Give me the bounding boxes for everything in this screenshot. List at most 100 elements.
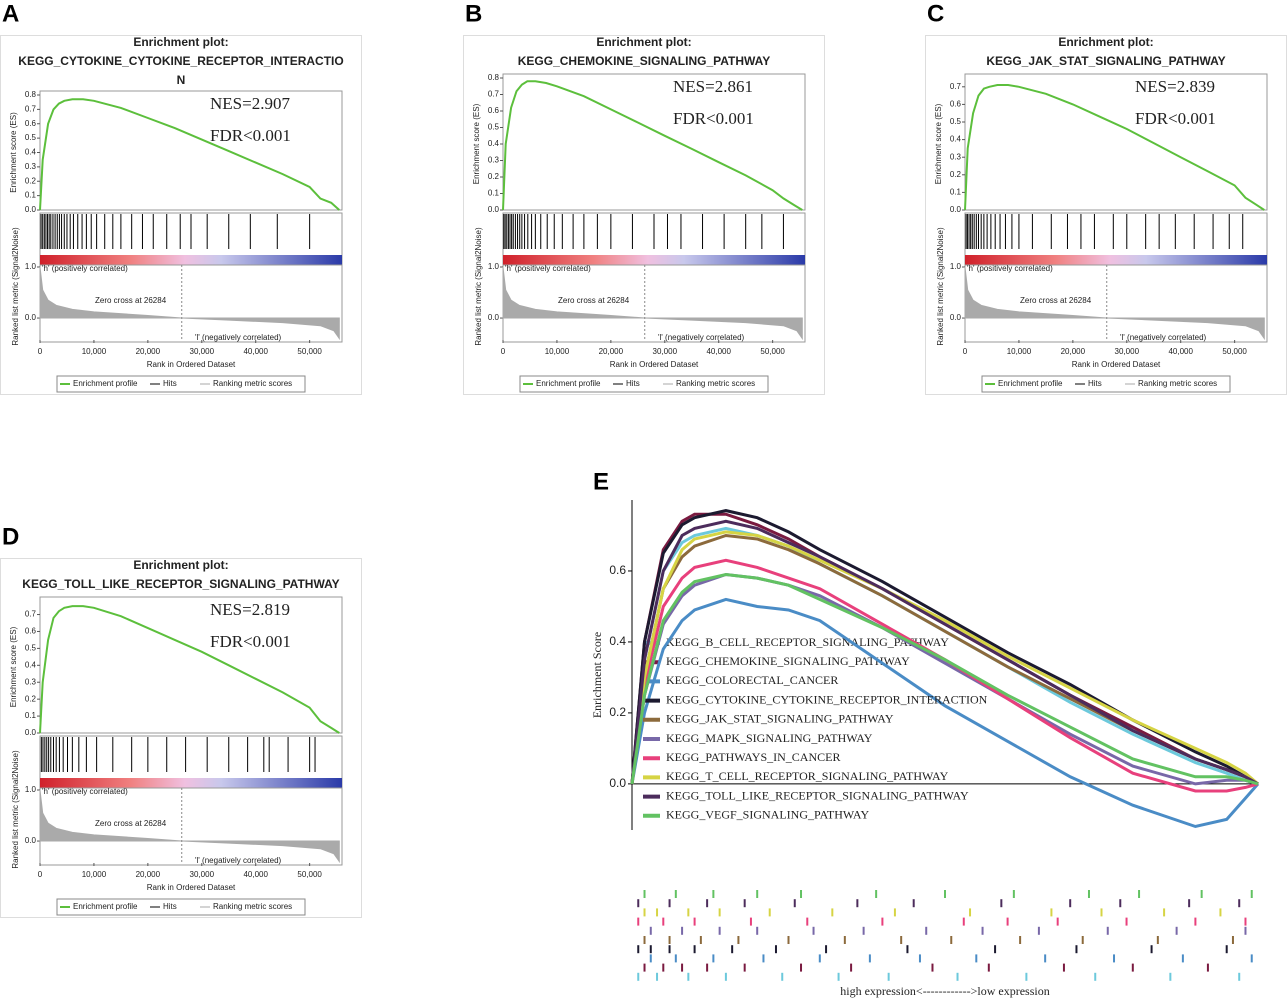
panel-letter: A	[2, 0, 19, 27]
x-tick-label: 20,000	[1061, 347, 1086, 356]
legend-box	[519, 375, 769, 393]
metric-area	[502, 266, 803, 341]
y-tick-label: 0.4	[25, 148, 37, 157]
label: 'l' (negatively correlated)	[195, 856, 282, 865]
es-curve	[39, 98, 340, 211]
annotation: FDR<0.001	[210, 126, 291, 145]
y-tick-label: 0.2	[488, 172, 500, 181]
es-curve	[502, 80, 803, 211]
es-curve	[630, 597, 1260, 829]
label: 'h' (positively correlated)	[42, 264, 128, 273]
annotation: NES=2.907	[210, 94, 290, 113]
x-label: Rank in Ordered Dataset	[610, 360, 699, 369]
title: Enrichment plot:	[133, 35, 228, 49]
es-frame	[39, 596, 343, 734]
y-tick-label: 0.8	[25, 90, 37, 99]
y-tick-label: 0.0	[950, 313, 962, 322]
color-bar	[40, 778, 342, 788]
y-tick-label: 0.4	[950, 135, 962, 144]
y-tick-label: 0.3	[25, 162, 37, 171]
y-tick-label: 0.6	[25, 627, 37, 636]
y-tick-label: 0.0	[488, 205, 500, 214]
x-tick-label: 0	[38, 870, 43, 879]
legend-label: KEGG_MAPK_SIGNALING_PATHWAY	[666, 731, 873, 745]
label: Zero cross at 26284	[1020, 296, 1092, 305]
y-label: Ranked list metric (Signal2Noise)	[474, 227, 483, 346]
y-tick-label: 0.5	[25, 643, 37, 652]
legend-label: Ranking metric scores	[676, 379, 755, 388]
y-tick-label: 0.7	[488, 90, 500, 99]
x-tick-label: 40,000	[1168, 347, 1193, 356]
y-tick-label: 0.0	[25, 313, 37, 322]
y-tick-label: 0.0	[950, 205, 962, 214]
y-label: Ranked list metric (Signal2Noise)	[936, 227, 945, 346]
x-tick-label: 20,000	[136, 870, 161, 879]
title: KEGG_CYTOKINE_CYTOKINE_RECEPTOR_INTERACT…	[18, 54, 343, 68]
panel-letter: D	[2, 523, 19, 550]
y-tick-label: 0.0	[488, 313, 500, 322]
annotation: FDR<0.001	[1135, 109, 1216, 128]
y-tick-label: 0.5	[488, 123, 500, 132]
metric-frame	[502, 264, 806, 343]
es-curve	[630, 558, 1259, 793]
legend-label: Ranking metric scores	[213, 902, 292, 911]
legend-label: Enrichment profile	[73, 902, 138, 911]
y-label: Enrichment score (ES)	[9, 626, 18, 707]
x-tick-label: 30,000	[190, 870, 215, 879]
annotation: NES=2.819	[210, 600, 290, 619]
label: 'l' (negatively correlated)	[658, 333, 745, 342]
label: 'h' (positively correlated)	[967, 264, 1053, 273]
x-tick-label: 20,000	[599, 347, 624, 356]
x-tick-label: 10,000	[545, 347, 570, 356]
y-tick-label: 0.2	[609, 705, 626, 719]
x-tick-label: 20,000	[136, 347, 161, 356]
legend-box	[981, 375, 1231, 393]
legend-label: KEGG_PATHWAYS_IN_CANCER	[666, 750, 840, 764]
x-label: Rank in Ordered Dataset	[1072, 360, 1161, 369]
legend-label: KEGG_CYTOKINE_CYTOKINE_RECEPTOR_INTERACT…	[666, 692, 988, 706]
y-tick-label: 0.4	[25, 660, 37, 669]
x-tick-label: 0	[501, 347, 506, 356]
label: 'l' (negatively correlated)	[195, 333, 282, 342]
title: Enrichment plot:	[596, 35, 691, 49]
x-tick-label: 0	[963, 347, 968, 356]
y-tick-label: 0.1	[25, 711, 37, 720]
y-tick-label: 0.6	[25, 119, 37, 128]
label: Zero cross at 26284	[558, 296, 630, 305]
metric-frame	[964, 264, 1268, 343]
x-tick-label: 30,000	[1115, 347, 1140, 356]
legend-label: KEGG_T_CELL_RECEPTOR_SIGNALING_PATHWAY	[666, 769, 949, 783]
legend-label: Enrichment profile	[536, 379, 601, 388]
panel-frame	[463, 35, 825, 395]
metric-area	[964, 266, 1265, 341]
y-label: Enrichment Score	[590, 632, 604, 718]
x-tick-label: 10,000	[1007, 347, 1032, 356]
y-tick-label: 0.1	[950, 188, 962, 197]
es-frame	[39, 90, 343, 211]
y-tick-label: 0.2	[25, 176, 37, 185]
y-label: Ranked list metric (Signal2Noise)	[11, 750, 20, 869]
title: Enrichment plot:	[133, 558, 228, 572]
title: KEGG_CHEMOKINE_SIGNALING_PATHWAY	[518, 54, 770, 68]
y-tick-label: 0.0	[609, 776, 626, 790]
y-tick-label: 0.3	[950, 152, 962, 161]
y-tick-label: 0.7	[25, 104, 37, 113]
y-tick-label: 0.7	[950, 82, 962, 91]
y-tick-label: 0.8	[488, 73, 500, 82]
y-tick-label: 0.3	[488, 156, 500, 165]
legend-label: Hits	[1088, 379, 1102, 388]
y-tick-label: 0.6	[609, 563, 626, 577]
x-tick-label: 40,000	[243, 870, 268, 879]
y-tick-label: 0.7	[25, 610, 37, 619]
legend-label: KEGG_CHEMOKINE_SIGNALING_PATHWAY	[666, 654, 910, 668]
legend-label: KEGG_VEGF_SIGNALING_PATHWAY	[666, 808, 869, 822]
x-tick-label: 50,000	[297, 347, 322, 356]
annotation: FDR<0.001	[673, 109, 754, 128]
legend-label: Hits	[163, 902, 177, 911]
legend-label: Ranking metric scores	[1138, 379, 1217, 388]
es-curve	[630, 530, 1259, 786]
x-tick-label: 40,000	[706, 347, 731, 356]
annotation: NES=2.839	[1135, 77, 1215, 96]
y-tick-label: 0.3	[25, 677, 37, 686]
y-tick-label: 0.1	[25, 191, 37, 200]
